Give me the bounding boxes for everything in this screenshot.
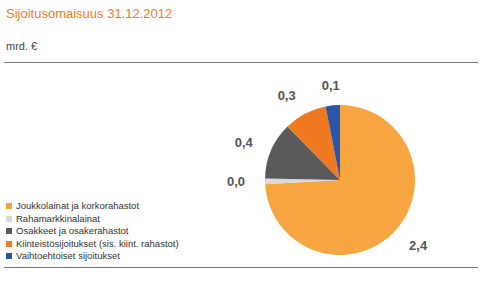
html-text:Joukkolainat ja korkorahastot: Joukkolainat ja korkorahastot	[16, 200, 139, 211]
html-text:Rahamarkkinalainat: Rahamarkkinalainat	[16, 212, 100, 224]
svg-text:0,0: 0,0	[227, 174, 245, 189]
svg-text:0,4: 0,4	[235, 135, 254, 150]
html-text:Osakkeet ja osakerahastot: Osakkeet ja osakerahastot	[16, 225, 129, 236]
svg-text:0,1: 0,1	[322, 78, 340, 93]
svg-text:2,4: 2,4	[409, 238, 428, 253]
html-text:Kiinteistösijoitukset (sis. ki: Kiinteistösijoitukset (sis. kiint. rahas…	[16, 237, 179, 249]
svg-text:0,3: 0,3	[278, 88, 296, 103]
html-text:Vaihtoehtoiset sijoitukset: Vaihtoehtoiset sijoitukset	[16, 250, 120, 261]
html-text:mrd. €: mrd. €	[6, 40, 38, 52]
html-text:Sijoitusomaisuus 31.12.2012: Sijoitusomaisuus 31.12.2012	[6, 6, 173, 21]
